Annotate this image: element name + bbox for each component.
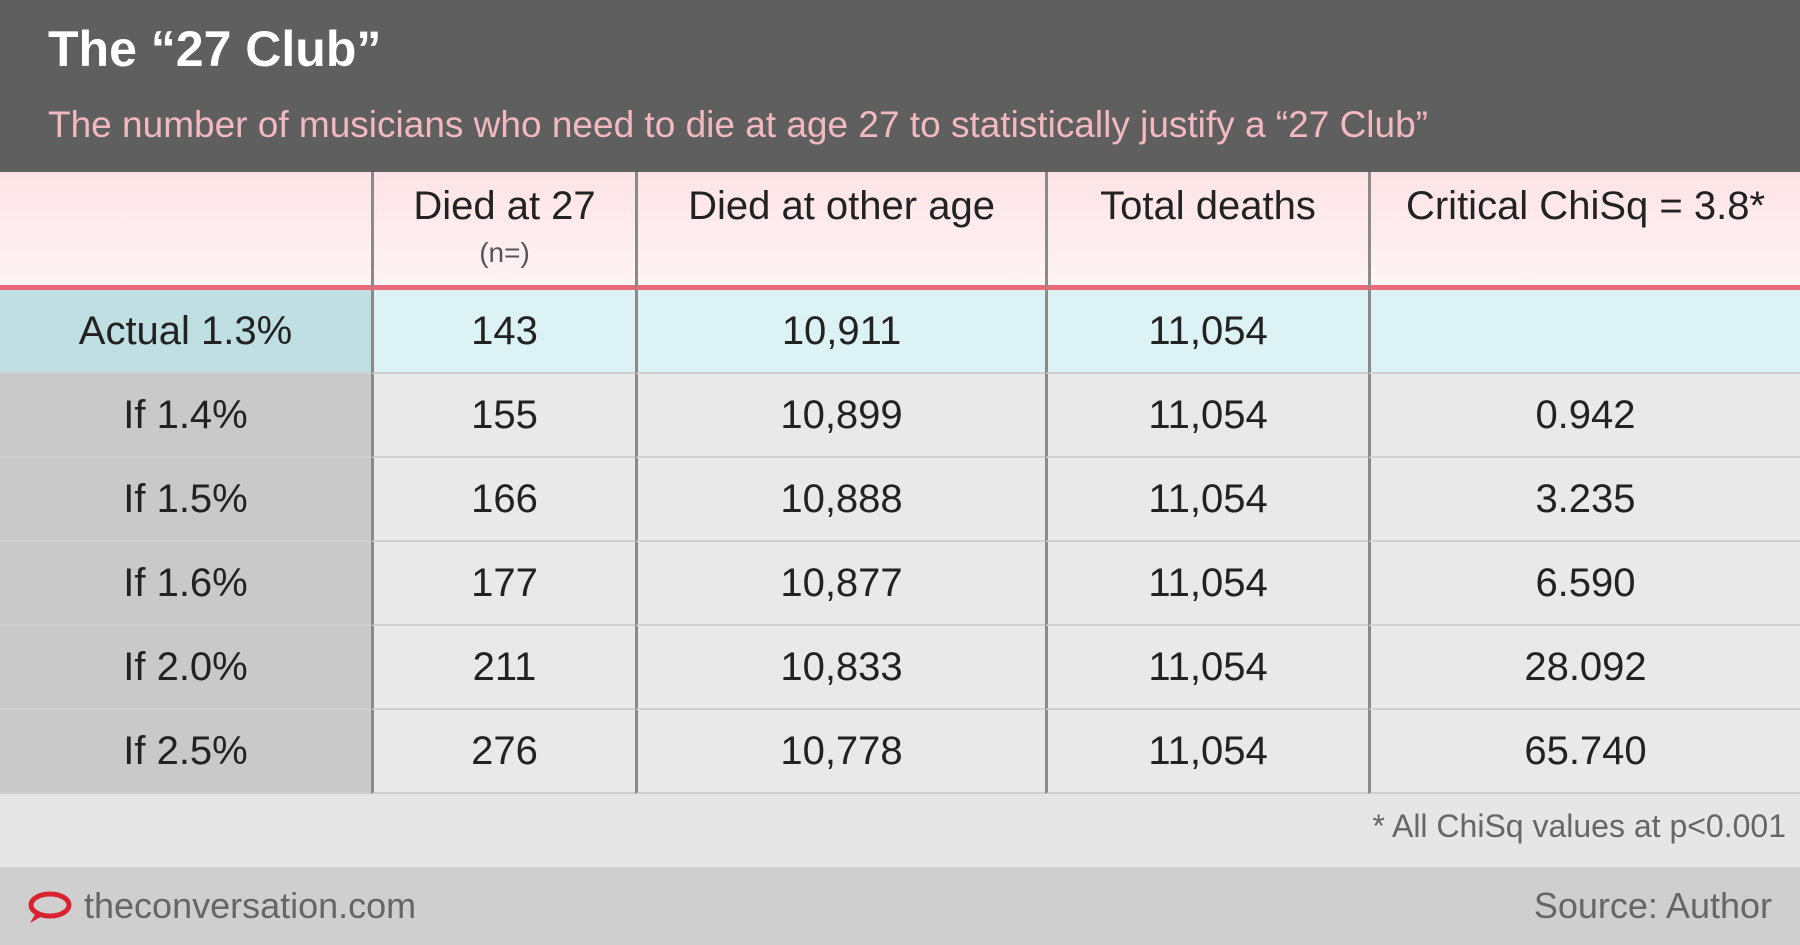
- cell-text: If 1.6%: [123, 560, 248, 605]
- cell-text: 65.740: [1524, 728, 1647, 773]
- cell: 10,888: [635, 458, 1045, 542]
- cell: [1368, 290, 1800, 374]
- column-note: (n=): [479, 237, 530, 268]
- table: Died at 27 (n=) Died at other age Total dea…: [0, 172, 1800, 794]
- cell-text: If 2.0%: [123, 644, 248, 689]
- cell-text: Total deaths: [1100, 184, 1316, 228]
- header: The “27 Club” The number of musicians wh…: [0, 0, 1800, 172]
- cell-text: 10,911: [781, 308, 902, 353]
- cell: 10,833: [635, 626, 1045, 710]
- row-label: Actual 1.3%: [0, 290, 371, 374]
- cell-text: 10,833: [780, 644, 903, 689]
- cell-text: 0.942: [1535, 392, 1636, 437]
- cell: 177: [371, 542, 635, 626]
- cell-text: 276: [471, 728, 538, 773]
- row-label: If 1.5%: [0, 458, 371, 542]
- cell: 65.740: [1368, 710, 1800, 794]
- cell: 10,899: [635, 374, 1045, 458]
- cell: 143: [371, 290, 635, 374]
- cell-text: Died at 27: [413, 184, 596, 228]
- cell: 166: [371, 458, 635, 542]
- cell-text: 6.590: [1535, 560, 1636, 605]
- header-cell: Died at other age: [635, 172, 1045, 290]
- cell-text: 3.235: [1535, 476, 1636, 521]
- cell-text: If 1.5%: [123, 476, 248, 521]
- cell: 155: [371, 374, 635, 458]
- cell: 10,778: [635, 710, 1045, 794]
- row-label: If 2.0%: [0, 626, 371, 710]
- cell-text: 11,054: [1148, 644, 1268, 689]
- cell-text: 11,054: [1148, 476, 1268, 521]
- title: The “27 Club”: [48, 21, 382, 77]
- footer: theconversation.com Source: Author: [0, 867, 1800, 945]
- cell-text: 10,899: [780, 392, 903, 437]
- cell-text: 28.092: [1524, 644, 1647, 689]
- footnote: * All ChiSq values at p<0.001: [1372, 808, 1786, 844]
- source: Source: Author: [1533, 885, 1772, 926]
- header-cell: [0, 172, 371, 290]
- header-cell: Critical ChiSq = 3.8*: [1368, 172, 1800, 290]
- cell: 11,054: [1045, 710, 1368, 794]
- cell-text: 211: [472, 644, 537, 689]
- cell: 11,054: [1045, 290, 1368, 374]
- cell: 0.942: [1368, 374, 1800, 458]
- cell: 11,054: [1045, 458, 1368, 542]
- cell-text: Actual 1.3%: [78, 308, 293, 353]
- logo: [28, 891, 72, 923]
- row-label: If 2.5%: [0, 710, 371, 794]
- row-label: If 1.6%: [0, 542, 371, 626]
- cell-text: 143: [471, 308, 538, 353]
- cell-text: 177: [471, 560, 538, 605]
- cell-text: 10,888: [780, 476, 903, 521]
- cell-text: 11,054: [1148, 392, 1268, 437]
- site: theconversation.com: [84, 885, 417, 926]
- cell: 11,054: [1045, 626, 1368, 710]
- cell-text: 11,054: [1148, 560, 1268, 605]
- cell: 3.235: [1368, 458, 1800, 542]
- cell: 11,054: [1045, 542, 1368, 626]
- row-label: If 1.4%: [0, 374, 371, 458]
- cell: 276: [371, 710, 635, 794]
- cell-text: 10,778: [780, 728, 903, 773]
- cell-text: 11,054: [1148, 728, 1268, 773]
- cell: 10,911: [635, 290, 1045, 374]
- subtitle: The number of musicians who need to die …: [48, 104, 1428, 145]
- cell-text: If 1.4%: [123, 392, 248, 437]
- header-cell: Died at 27 (n=): [371, 172, 635, 290]
- cell-text: Died at other age: [688, 184, 995, 228]
- header-cell: Total deaths: [1045, 172, 1368, 290]
- cell: 11,054: [1045, 374, 1368, 458]
- cell: 6.590: [1368, 542, 1800, 626]
- cell-text: Critical ChiSq = 3.8*: [1405, 184, 1766, 228]
- cell: 28.092: [1368, 626, 1800, 710]
- cell-text: 10,877: [780, 560, 903, 605]
- cell-text: If 2.5%: [123, 728, 248, 773]
- cell-text: 155: [471, 392, 538, 437]
- cell: 10,877: [635, 542, 1045, 626]
- cell-text: 166: [471, 476, 538, 521]
- cell-text: 11,054: [1148, 308, 1268, 353]
- cell: 211: [371, 626, 635, 710]
